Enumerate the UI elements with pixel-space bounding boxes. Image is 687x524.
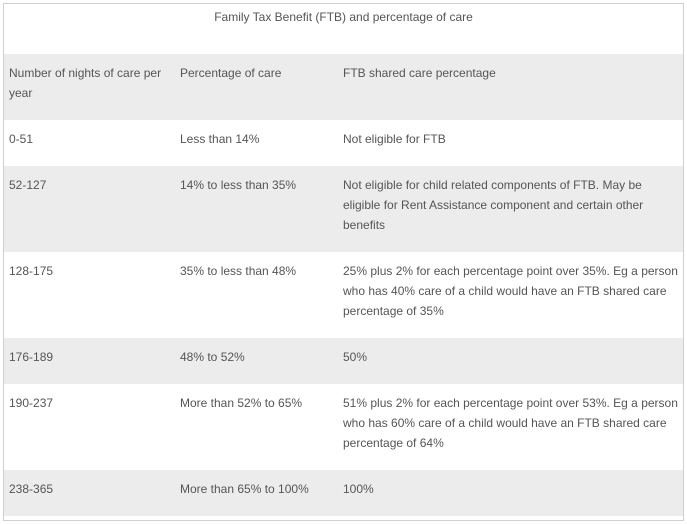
- ftb-care-table-frame: Family Tax Benefit (FTB) and percentage …: [3, 3, 684, 521]
- table-row: 0-51 Less than 14% Not eligible for FTB: [4, 120, 683, 166]
- header-percentage: Percentage of care: [175, 54, 338, 120]
- table-row: 176-189 48% to 52% 50%: [4, 338, 683, 384]
- table-row: 190-237 More than 52% to 65% 51% plus 2%…: [4, 384, 683, 470]
- cell-percentage: 14% to less than 35%: [175, 166, 338, 252]
- cell-nights: 128-175: [4, 252, 175, 338]
- cell-percentage: Less than 14%: [175, 120, 338, 166]
- cell-ftb-share: 51% plus 2% for each percentage point ov…: [338, 384, 683, 470]
- ftb-care-table: Family Tax Benefit (FTB) and percentage …: [4, 4, 683, 516]
- table-caption: Family Tax Benefit (FTB) and percentage …: [4, 4, 683, 54]
- table-row: 52-127 14% to less than 35% Not eligible…: [4, 166, 683, 252]
- cell-nights: 52-127: [4, 166, 175, 252]
- cell-nights: 0-51: [4, 120, 175, 166]
- table-caption-row: Family Tax Benefit (FTB) and percentage …: [4, 4, 683, 54]
- cell-percentage: 35% to less than 48%: [175, 252, 338, 338]
- table-header-row: Number of nights of care per year Percen…: [4, 54, 683, 120]
- table-row: 238-365 More than 65% to 100% 100%: [4, 470, 683, 516]
- cell-percentage: 48% to 52%: [175, 338, 338, 384]
- header-ftb-share: FTB shared care percentage: [338, 54, 683, 120]
- cell-ftb-share: Not eligible for FTB: [338, 120, 683, 166]
- table-row: 128-175 35% to less than 48% 25% plus 2%…: [4, 252, 683, 338]
- cell-nights: 176-189: [4, 338, 175, 384]
- cell-percentage: More than 52% to 65%: [175, 384, 338, 470]
- cell-ftb-share: 100%: [338, 470, 683, 516]
- cell-ftb-share: 50%: [338, 338, 683, 384]
- cell-ftb-share: 25% plus 2% for each percentage point ov…: [338, 252, 683, 338]
- header-nights: Number of nights of care per year: [4, 54, 175, 120]
- cell-nights: 238-365: [4, 470, 175, 516]
- cell-percentage: More than 65% to 100%: [175, 470, 338, 516]
- cell-nights: 190-237: [4, 384, 175, 470]
- cell-ftb-share: Not eligible for child related component…: [338, 166, 683, 252]
